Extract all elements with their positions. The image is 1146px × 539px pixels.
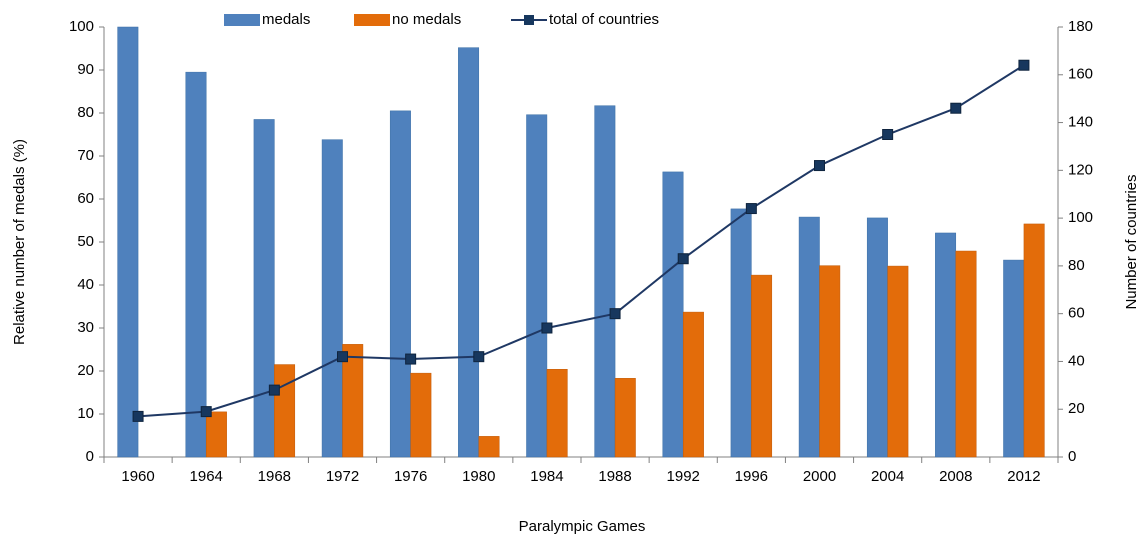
y-tick-label: 50 [77,233,94,250]
bar [389,110,411,458]
bar [546,369,568,458]
x-tick-label: 1964 [190,468,223,485]
bar [751,274,773,458]
bar [614,378,636,458]
bar [594,105,616,458]
x-tick-label: 1996 [735,468,768,485]
legend-label: no medals [392,11,461,28]
marker [677,253,689,265]
y2-tick-label: 80 [1068,257,1085,274]
x-tick-label: 1992 [667,468,700,485]
x-tick-label: 2012 [1007,468,1040,485]
legend-label: total of countries [549,11,659,28]
marker [132,410,144,422]
bar [819,265,841,458]
x-tick-label: 1972 [326,468,359,485]
y-tick-label: 20 [77,362,94,379]
x-tick-label: 2008 [939,468,972,485]
y2-tick-label: 40 [1068,352,1085,369]
bar [935,232,957,458]
x-axis-label: Paralympic Games [519,518,646,535]
y2-tick-label: 100 [1068,209,1093,226]
marker [541,322,553,334]
bar [662,171,684,458]
marker [1018,59,1030,71]
y-tick-label: 10 [77,405,94,422]
bar [321,139,343,458]
y2-tick-label: 160 [1068,66,1093,83]
bar [1003,259,1025,458]
line [138,64,1025,418]
bar [1023,223,1045,458]
y2-tick-label: 140 [1068,114,1093,131]
y-tick-label: 70 [77,147,94,164]
x-tick-label: 1980 [462,468,495,485]
bar [478,436,500,458]
marker [405,353,417,365]
marker [814,160,825,172]
y2-tick-label: 120 [1068,161,1093,178]
x-tick-label: 1988 [598,468,631,485]
y2-tick-label: 20 [1068,400,1085,417]
marker [950,102,962,114]
marker [337,351,348,363]
x-tick-label: 2000 [803,468,836,485]
marker [200,406,212,418]
x-tick-label: 1968 [258,468,291,485]
bar [955,250,977,458]
x-tick-label: 1984 [530,468,563,485]
legend-swatch [224,14,260,26]
marker [882,129,894,140]
marker [473,351,485,363]
bar [117,26,139,458]
y-tick-label: 80 [77,104,94,121]
bar [866,217,888,458]
marker [609,308,621,320]
marker [745,203,757,215]
x-tick-label: 1976 [394,468,427,485]
legend-swatch [354,14,390,26]
bar [253,119,275,458]
y2-tick-label: 0 [1068,448,1076,465]
y-tick-label: 60 [77,190,94,207]
marker [268,384,280,396]
bar [458,47,480,458]
y-tick-label: 40 [77,276,94,293]
y-axis-label: Relative number of medals (%) [11,139,28,345]
bar [274,364,296,458]
x-tick-label: 2004 [871,468,904,485]
bar [342,344,364,458]
bar [798,216,820,458]
bar [526,114,548,458]
y-tick-label: 30 [77,319,94,336]
y-tick-label: 100 [69,18,94,35]
bar [410,372,432,458]
legend-label: medals [262,11,310,28]
bar [682,311,704,458]
bar [730,208,752,458]
y2-axis-label: Number of countries [1123,174,1140,309]
bar [185,71,207,458]
y-tick-label: 90 [77,61,94,78]
x-tick-label: 1960 [121,468,154,485]
legend-marker [524,15,534,25]
bar [205,411,227,458]
y-tick-label: 0 [86,448,94,465]
y2-tick-label: 180 [1068,18,1093,35]
bar [887,265,909,458]
y2-tick-label: 60 [1068,305,1085,322]
